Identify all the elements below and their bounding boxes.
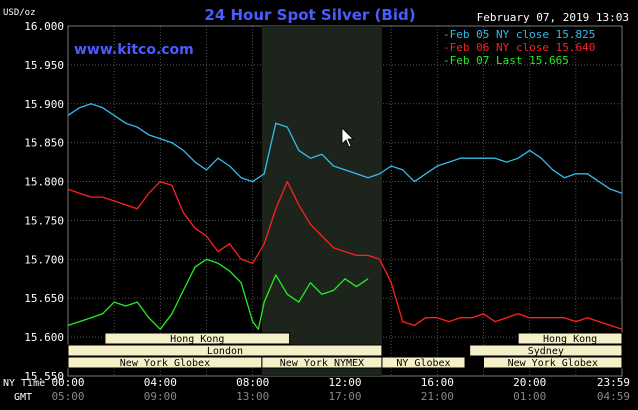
chart-title: 24 Hour Spot Silver (Bid) [204,6,415,24]
x-tick-ny: 04:00 [144,376,177,389]
x-tick-ny: 16:00 [421,376,454,389]
legend-entry: -Feb 06 NY close 15.640 [443,41,595,54]
y-tick-label: 16.000 [24,20,64,33]
session-label: New York Globex [120,358,210,369]
session-label: New York NYMEX [280,358,364,369]
nymex-shade [261,26,382,376]
series-line-2 [67,258,369,330]
chart-date: February 07, 2019 13:03 [477,11,629,24]
session-bar [381,356,466,369]
session-label: Hong Kong [170,334,224,345]
y-unit-label: USD/oz [3,8,36,18]
y-tick-label: 15.650 [24,292,64,305]
y-axis-ticks: 16.000 15.950 15.900 15.850 15.800 15.750 15.7… [24,20,64,383]
nymex-shaded-region [261,26,382,376]
session-label: Sydney [528,346,564,357]
session-label: NY Globex [396,358,450,369]
x-tick-gmt: 04:59 [597,390,630,403]
x-tick-gmt: 05:00 [51,390,84,403]
y-tick-label: 15.950 [24,59,64,72]
y-tick-label: 15.700 [24,253,64,266]
site-watermark: www.kitco.com [74,42,194,58]
x-tick-gmt: 17:00 [328,390,361,403]
x-tick-ny: 08:00 [236,376,269,389]
series-line-1 [67,180,623,330]
session-label: New York Globex [508,358,598,369]
x-tick-gmt: 01:00 [513,390,546,403]
x-tick-gmt: 21:00 [421,390,454,403]
x-tick-ny: 20:00 [513,376,546,389]
x-tick-ny: 00:00 [51,376,84,389]
y-tick-label: 15.600 [24,331,64,344]
x-tick-gmt: 09:00 [144,390,177,403]
legend-entry: -Feb 05 NY close 15.825 [443,28,595,41]
x-tick-gmt: 13:00 [236,390,269,403]
gmt-row-label: GMT [14,392,32,403]
cursor-pointer-icon [341,127,354,148]
y-tick-label: 15.750 [24,214,64,227]
session-bar [517,332,623,345]
y-tick-label: 15.850 [24,137,64,150]
y-tick-label: 15.800 [24,176,64,189]
session-bar [104,332,291,345]
session-label: Hong Kong [543,334,597,345]
price-series [67,103,623,330]
session-bar [483,356,623,369]
session-bar [67,344,383,357]
ny-time-row-label: NY Time [3,378,45,389]
y-tick-label: 15.900 [24,98,64,111]
session-label: London [207,346,243,357]
session-bar [469,344,623,357]
chart-legend: -Feb 05 NY close 15.825-Feb 06 NY close … [443,28,595,67]
x-tick-ny: 12:00 [328,376,361,389]
y-tick-label: 15.550 [24,370,64,383]
x-tick-ny: 23:59 [597,376,630,389]
series-line-0 [67,103,623,194]
legend-entry: -Feb 07 Last 15.665 [443,54,569,67]
